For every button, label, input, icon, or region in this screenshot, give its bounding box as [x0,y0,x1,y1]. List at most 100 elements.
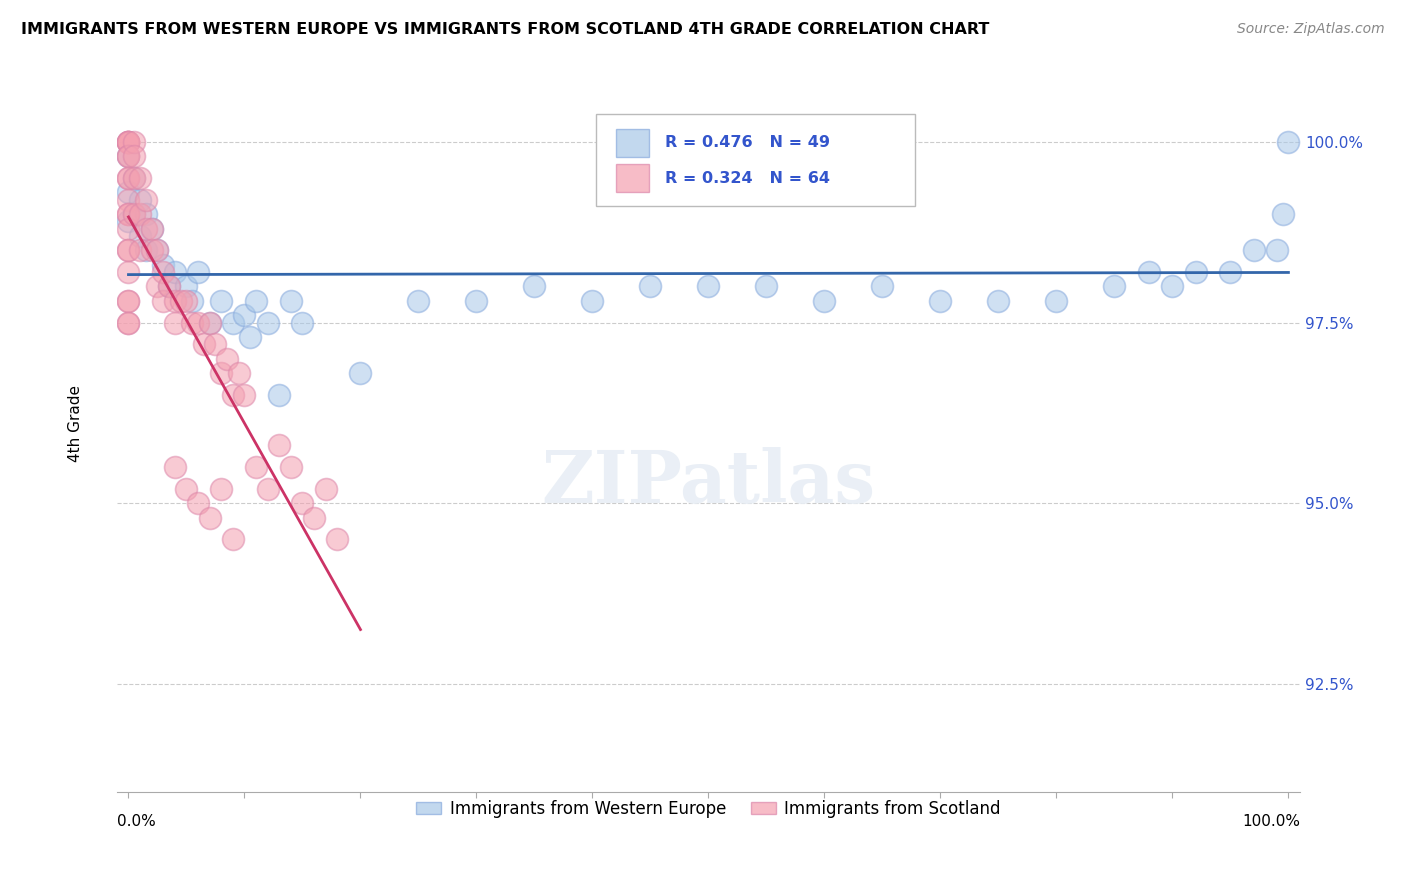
Point [256,316,278,330]
Point [1161,279,1184,293]
Point [117,316,139,330]
Point [135,221,157,235]
Point [1265,244,1288,258]
Point [117,193,139,207]
Point [291,316,314,330]
Point [291,496,314,510]
Point [209,366,232,380]
Point [523,279,546,293]
FancyBboxPatch shape [616,128,650,157]
Point [872,279,894,293]
Point [198,510,221,524]
Point [157,279,180,293]
FancyBboxPatch shape [616,164,650,193]
Point [280,293,302,308]
Point [187,316,209,330]
Point [239,330,262,344]
Point [146,244,169,258]
Text: IMMIGRANTS FROM WESTERN EUROPE VS IMMIGRANTS FROM SCOTLAND 4TH GRADE CORRELATION: IMMIGRANTS FROM WESTERN EUROPE VS IMMIGR… [21,22,990,37]
Point [117,149,139,163]
Point [1184,265,1206,279]
Text: ZIPatlas: ZIPatlas [541,447,876,518]
Point [302,510,325,524]
Point [117,135,139,149]
Point [124,207,146,221]
Point [117,293,139,308]
Point [1137,265,1160,279]
Text: Source: ZipAtlas.com: Source: ZipAtlas.com [1237,22,1385,37]
Point [117,135,139,149]
Point [198,316,221,330]
Point [929,293,952,308]
Point [135,207,157,221]
Point [146,244,169,258]
FancyBboxPatch shape [596,114,915,206]
Point [987,293,1010,308]
Point [176,293,198,308]
Point [280,460,302,475]
Point [209,482,232,496]
Point [141,221,163,235]
Point [117,207,139,221]
Point [129,171,152,186]
Point [245,293,267,308]
Point [129,228,152,243]
Point [129,193,152,207]
Point [135,244,157,258]
Point [408,293,430,308]
Text: 0.0%: 0.0% [117,814,156,830]
Point [124,149,146,163]
Point [269,388,291,402]
Point [1271,207,1294,221]
Point [187,265,209,279]
Point [176,482,198,496]
Point [117,135,139,149]
Point [222,388,245,402]
Point [135,193,157,207]
Point [1243,244,1265,258]
Point [163,316,186,330]
Point [581,293,603,308]
Point [117,214,139,228]
Point [152,265,174,279]
Point [222,533,245,547]
Point [117,135,139,149]
Point [117,221,139,235]
Point [315,482,337,496]
Point [152,293,174,308]
Point [117,149,139,163]
Text: R = 0.476   N = 49: R = 0.476 N = 49 [665,136,830,151]
Point [117,171,139,186]
Point [1104,279,1126,293]
Point [269,438,291,452]
Point [163,293,186,308]
Point [181,293,204,308]
Point [141,244,163,258]
Point [813,293,835,308]
Point [129,207,152,221]
Point [117,316,139,330]
Point [233,388,256,402]
Text: 100.0%: 100.0% [1241,814,1301,830]
Point [163,265,186,279]
Text: 4th Grade: 4th Grade [67,385,83,462]
Point [233,309,256,323]
Point [1219,265,1241,279]
Point [124,207,146,221]
Point [326,533,349,547]
Point [193,337,215,351]
Point [209,293,232,308]
Point [217,351,239,366]
Point [1277,135,1299,149]
Point [755,279,778,293]
Point [141,221,163,235]
Point [170,293,193,308]
Point [228,366,250,380]
Point [157,279,180,293]
Point [124,171,146,186]
Point [1045,293,1067,308]
Point [204,337,226,351]
Point [117,171,139,186]
Point [129,244,152,258]
Point [697,279,720,293]
